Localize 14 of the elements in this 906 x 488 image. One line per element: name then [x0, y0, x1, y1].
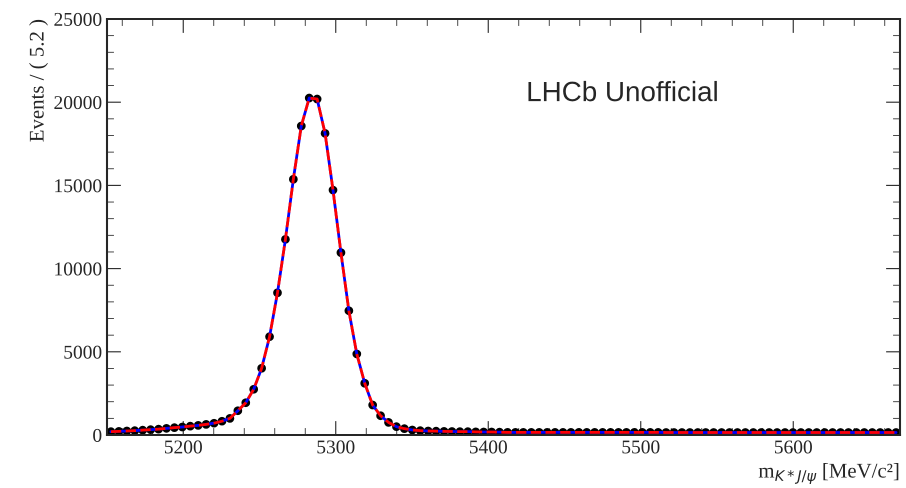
x-tick-label: 5200: [164, 440, 202, 454]
y-tick-label: 5000: [64, 346, 102, 359]
x-tick-label: 5400: [470, 440, 507, 454]
x-tick-label: 5500: [622, 440, 660, 454]
x-axis-title: m$_{K*J/ψ}$ [MeV/c²]: [758, 463, 898, 484]
x-tick-label: 5300: [317, 440, 354, 454]
y-axis-title: Events / ( 5.2 ): [29, 20, 48, 142]
y-tick-label: 20000: [54, 96, 102, 110]
x-tick-label: 5600: [774, 440, 812, 454]
y-tick-label: 25000: [54, 12, 102, 26]
y-tick-label: 10000: [55, 262, 102, 276]
y-tick-label: 0: [93, 428, 102, 442]
y-tick-label: 15000: [55, 179, 102, 192]
annotation: LHCb Unofficial: [528, 80, 717, 102]
